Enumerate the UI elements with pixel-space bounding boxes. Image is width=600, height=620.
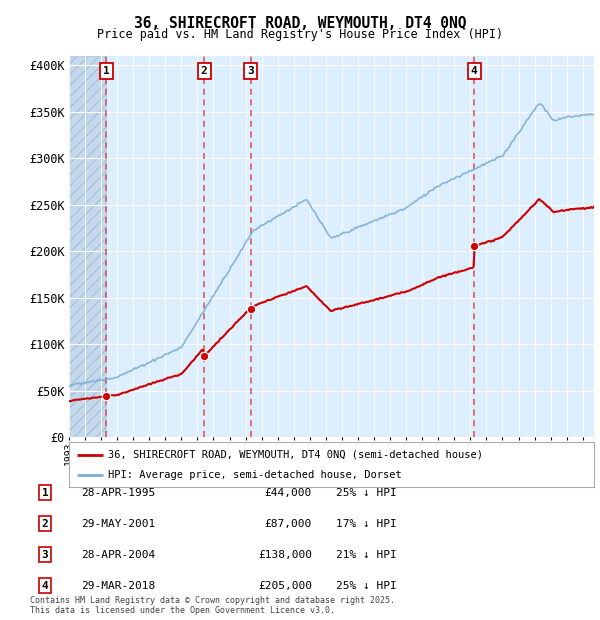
Text: HPI: Average price, semi-detached house, Dorset: HPI: Average price, semi-detached house,… (109, 470, 402, 480)
Text: £138,000: £138,000 (258, 550, 312, 560)
Text: 1: 1 (103, 66, 110, 76)
Text: 1: 1 (41, 488, 49, 498)
Text: £205,000: £205,000 (258, 581, 312, 591)
Text: 3: 3 (41, 550, 49, 560)
Text: 29-MAR-2018: 29-MAR-2018 (81, 581, 155, 591)
Text: 25% ↓ HPI: 25% ↓ HPI (336, 488, 397, 498)
Text: 2: 2 (41, 519, 49, 529)
Text: £87,000: £87,000 (265, 519, 312, 529)
Text: 4: 4 (471, 66, 478, 76)
Text: 28-APR-1995: 28-APR-1995 (81, 488, 155, 498)
Text: 3: 3 (247, 66, 254, 76)
Text: 4: 4 (41, 581, 49, 591)
Text: Contains HM Land Registry data © Crown copyright and database right 2025.
This d: Contains HM Land Registry data © Crown c… (30, 596, 395, 615)
Bar (69, 56, 106, 437)
Text: 29-MAY-2001: 29-MAY-2001 (81, 519, 155, 529)
Text: 2: 2 (200, 66, 208, 76)
Text: £44,000: £44,000 (265, 488, 312, 498)
Text: 36, SHIRECROFT ROAD, WEYMOUTH, DT4 0NQ (semi-detached house): 36, SHIRECROFT ROAD, WEYMOUTH, DT4 0NQ (… (109, 450, 484, 459)
Text: 25% ↓ HPI: 25% ↓ HPI (336, 581, 397, 591)
Text: 17% ↓ HPI: 17% ↓ HPI (336, 519, 397, 529)
Text: 21% ↓ HPI: 21% ↓ HPI (336, 550, 397, 560)
Text: 28-APR-2004: 28-APR-2004 (81, 550, 155, 560)
Text: 36, SHIRECROFT ROAD, WEYMOUTH, DT4 0NQ: 36, SHIRECROFT ROAD, WEYMOUTH, DT4 0NQ (134, 16, 466, 30)
Text: Price paid vs. HM Land Registry's House Price Index (HPI): Price paid vs. HM Land Registry's House … (97, 28, 503, 41)
